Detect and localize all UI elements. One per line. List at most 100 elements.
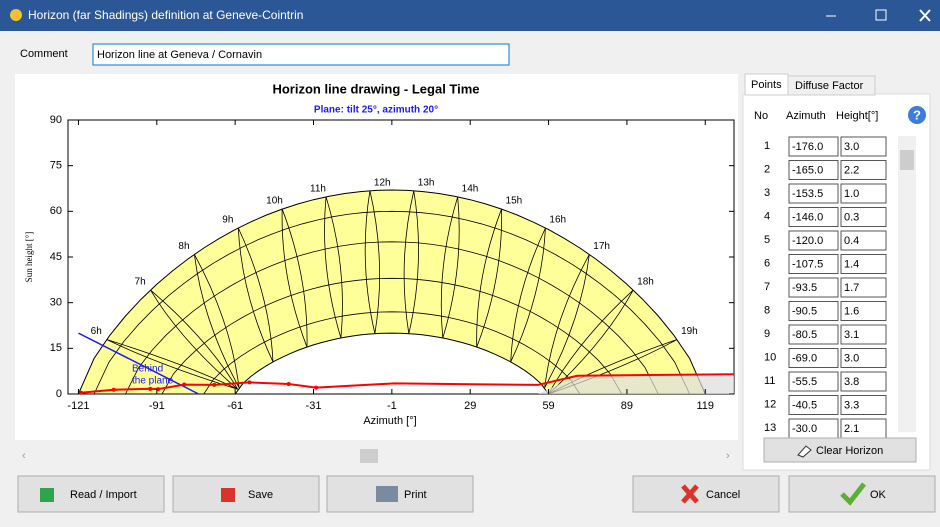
cancel-icon — [681, 484, 699, 504]
hour-label: 15h — [506, 196, 523, 207]
hour-label: 17h — [593, 241, 610, 252]
azimuth-value: -176.0 — [792, 141, 823, 153]
hour-label: 13h — [418, 177, 435, 188]
azimuth-input[interactable] — [788, 301, 839, 321]
save-button[interactable] — [172, 475, 320, 513]
comment-input[interactable] — [92, 43, 510, 66]
comment-label: Comment — [20, 48, 68, 60]
y-axis-label: Sun height [°] — [24, 232, 34, 283]
scroll-thumb[interactable] — [360, 449, 378, 463]
y-tick-label: 75 — [50, 160, 62, 172]
height-input[interactable] — [840, 160, 887, 180]
sun-arc — [203, 311, 581, 395]
comment-value: Horizon line at Geneva / Cornavin — [97, 49, 262, 61]
print-button[interactable] — [326, 475, 474, 513]
azimuth-input[interactable] — [788, 230, 839, 251]
v-thumb[interactable] — [900, 150, 914, 170]
height-input[interactable] — [840, 277, 887, 298]
hour-line — [281, 208, 308, 348]
azimuth-input[interactable] — [788, 371, 839, 392]
azimuth-value: -90.5 — [792, 305, 817, 317]
help-icon[interactable] — [908, 106, 926, 124]
v-scrollbar[interactable] — [898, 136, 916, 432]
scroll-left[interactable]: ‹ — [22, 450, 26, 462]
x-tick-label: 59 — [542, 400, 554, 412]
azimuth-input[interactable] — [788, 160, 839, 180]
height-input[interactable] — [840, 301, 887, 321]
close[interactable] — [919, 9, 931, 22]
height-input[interactable] — [840, 348, 887, 368]
hour-label: 10h — [266, 196, 283, 207]
azimuth-input[interactable] — [788, 324, 839, 345]
cancel-button[interactable] — [632, 475, 780, 513]
height-input[interactable] — [840, 254, 887, 274]
height-input[interactable] — [840, 183, 887, 204]
hour-line — [237, 227, 274, 363]
maximize[interactable] — [875, 9, 887, 21]
row-no: 6 — [764, 257, 770, 269]
hour-line — [403, 190, 419, 334]
azimuth-value: -55.5 — [792, 376, 817, 388]
clear-button[interactable] — [763, 437, 917, 463]
y-tick-label: 45 — [50, 251, 62, 263]
hour-line — [548, 289, 634, 395]
azimuth-input[interactable] — [788, 207, 839, 227]
height-value: 0.3 — [844, 211, 859, 223]
horizon-line-rest — [316, 373, 735, 389]
x-tick-label: 29 — [464, 400, 476, 412]
x-tick-label: -91 — [149, 400, 165, 412]
x-tick-label: -61 — [227, 400, 243, 412]
sun-arc — [93, 210, 690, 395]
height-input[interactable] — [840, 136, 887, 157]
azimuth-value: -30.0 — [792, 423, 817, 435]
height-value: 1.4 — [844, 258, 859, 270]
horizon-point — [247, 380, 252, 385]
title-bar — [0, 0, 940, 31]
azimuth-value: -165.0 — [792, 164, 823, 176]
save-icon — [221, 488, 235, 502]
height-input[interactable] — [840, 395, 887, 415]
annotation: the plane — [132, 376, 174, 387]
tab-diffuse[interactable] — [787, 75, 876, 96]
print-icon — [376, 486, 398, 502]
height-value: 1.7 — [844, 282, 859, 294]
x-tick-label: 119 — [696, 400, 714, 412]
chart-title: Horizon line drawing - Legal Time — [272, 81, 479, 96]
azimuth-value: -107.5 — [792, 258, 823, 270]
azimuth-input[interactable] — [788, 136, 839, 157]
hour-label: 18h — [637, 277, 654, 288]
eraser-icon — [797, 445, 812, 458]
azimuth-input[interactable] — [788, 348, 839, 368]
print-label: Print — [404, 489, 427, 501]
col-header: Azimuth — [786, 110, 826, 122]
annotation: Behind — [132, 364, 163, 375]
y-tick-label: 60 — [50, 205, 62, 217]
height-input[interactable] — [840, 324, 887, 345]
horizon-point — [286, 381, 291, 386]
azimuth-input[interactable] — [788, 395, 839, 415]
azimuth-value: -153.5 — [792, 188, 823, 200]
chart: Horizon line drawing - Legal Time Plane: … — [24, 81, 735, 427]
azimuth-input[interactable] — [788, 254, 839, 274]
height-input[interactable] — [840, 230, 887, 251]
scroll-right[interactable]: › — [726, 450, 730, 462]
azimuth-value: -146.0 — [792, 211, 823, 223]
hour-line — [476, 208, 503, 348]
hour-label: 7h — [135, 277, 146, 288]
x-tick-label: -121 — [67, 400, 89, 412]
azimuth-input[interactable] — [788, 277, 839, 298]
col-header: No — [754, 110, 768, 122]
hour-label: 6h — [91, 326, 102, 337]
ok-button[interactable] — [788, 475, 936, 513]
row-no: 5 — [764, 234, 770, 246]
height-input[interactable] — [840, 371, 887, 392]
row-no: 1 — [764, 140, 770, 152]
col-header: Height[°] — [836, 110, 878, 122]
hour-label: 8h — [178, 241, 189, 252]
hour-line — [544, 254, 590, 388]
height-value: 2.1 — [844, 423, 859, 435]
azimuth-input[interactable] — [788, 183, 839, 204]
help-glyph: ? — [913, 107, 921, 122]
hour-line — [440, 196, 460, 339]
height-input[interactable] — [840, 207, 887, 227]
